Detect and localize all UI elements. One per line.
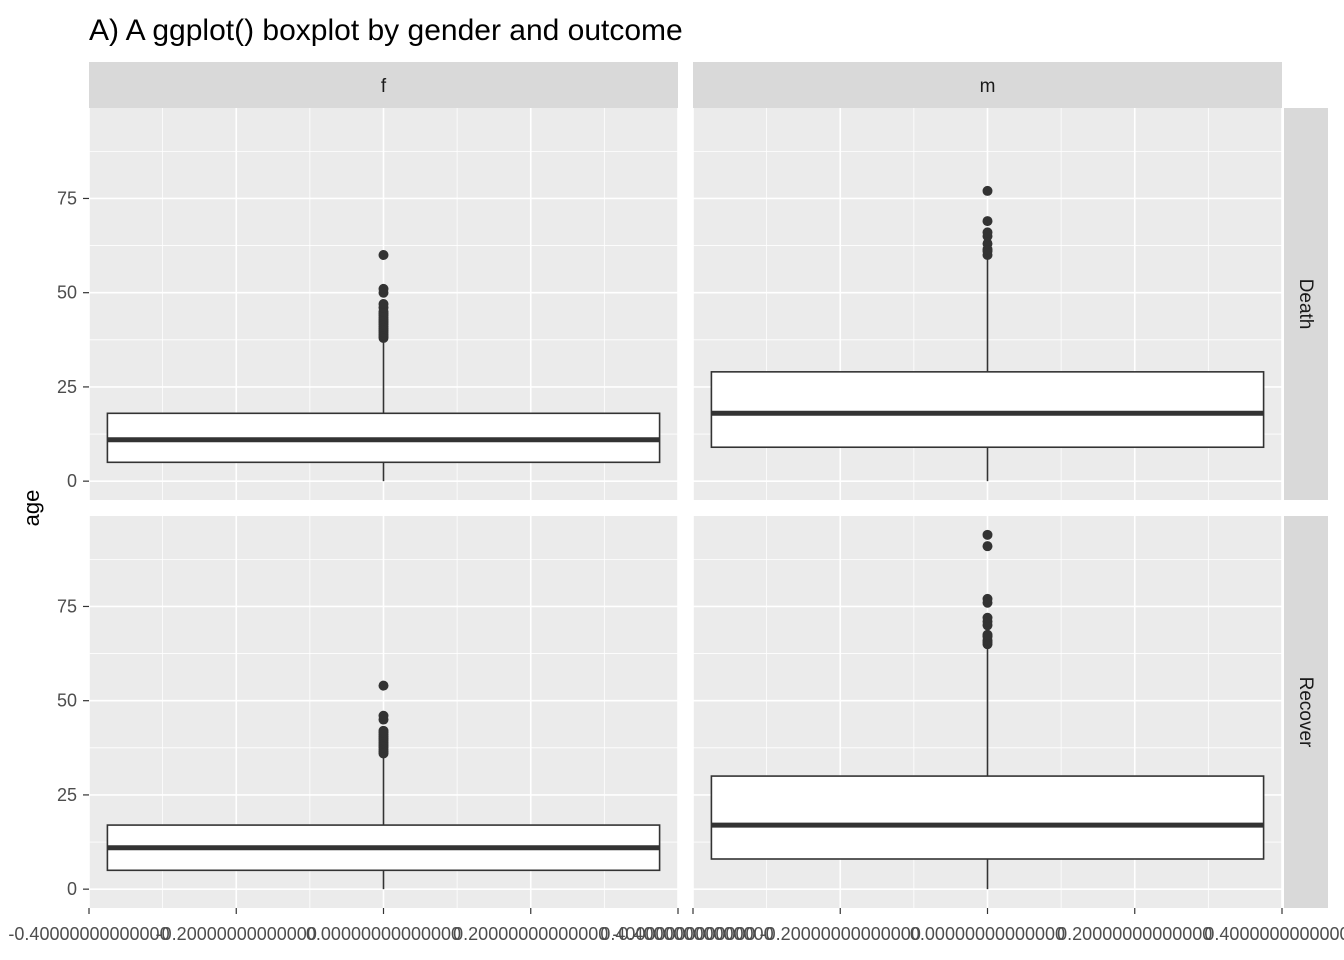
y-axis-title: age <box>19 490 44 527</box>
facet-panels: f m Death Recover 0 25 50 75 0 25 50 75 -0.400000000… <box>8 62 1344 944</box>
facet-label-death: Death <box>1295 279 1316 330</box>
boxplot-m-death <box>710 185 1265 482</box>
facet-strip-top <box>89 62 678 108</box>
y-tick-label: 50 <box>57 691 77 711</box>
outlier-point <box>378 299 389 309</box>
x-tick-label: -0.40000000000000 <box>612 924 773 944</box>
chart-title: A) A ggplot() boxplot by gender and outc… <box>89 14 683 47</box>
outlier-point <box>982 185 993 196</box>
outlier-point <box>982 529 993 540</box>
y-tick-label: 75 <box>57 596 77 616</box>
outlier-point <box>982 593 993 604</box>
x-tick-label: 0.40000000000000 <box>1204 924 1344 944</box>
x-tick-label: -0.40000000000000 <box>8 924 169 944</box>
outlier-point <box>378 725 389 736</box>
outlier-point <box>982 541 993 552</box>
x-tick-label: 0.00000000000000 <box>910 924 1065 944</box>
outlier-point <box>378 283 389 294</box>
outlier-point <box>982 216 993 227</box>
y-tick-label: 25 <box>57 377 77 397</box>
y-tick-label: 0 <box>67 471 77 491</box>
x-tick-label: -0.20000000000000 <box>760 924 921 944</box>
facet-label-f: f <box>381 76 387 97</box>
x-tick-label: -0.20000000000000 <box>156 924 317 944</box>
facet-strip-right <box>1284 516 1328 908</box>
boxplot-f-death <box>106 250 661 482</box>
y-tick-label: 50 <box>57 283 77 303</box>
box-iqr <box>710 775 1265 860</box>
x-tick-label: 0.00000000000000 <box>306 924 461 944</box>
box-iqr <box>710 371 1265 449</box>
y-tick-label: 25 <box>57 785 77 805</box>
outlier-point <box>982 238 993 249</box>
boxplot-m-recover <box>710 529 1265 890</box>
x-tick-label: 0.20000000000000 <box>1057 924 1212 944</box>
facet-label-m: m <box>980 76 996 97</box>
boxplot-f-recover <box>106 680 661 890</box>
y-tick-label: 75 <box>57 188 77 208</box>
outlier-point <box>982 612 993 623</box>
x-tick-label: 0.40000000000000 <box>600 924 755 944</box>
outlier-point <box>378 680 389 691</box>
facet-label-recover: Recover <box>1295 677 1316 748</box>
outlier-point <box>378 250 389 260</box>
outlier-point <box>378 710 389 721</box>
y-tick-label: 0 <box>67 879 77 899</box>
x-tick-label: 0.20000000000000 <box>453 924 608 944</box>
facet-strip-top <box>693 62 1282 108</box>
facet-strip-right <box>1284 108 1328 500</box>
outlier-point <box>982 227 993 238</box>
outlier-point <box>982 629 993 640</box>
